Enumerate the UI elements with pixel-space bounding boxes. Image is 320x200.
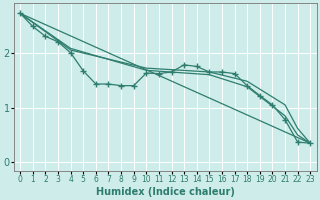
X-axis label: Humidex (Indice chaleur): Humidex (Indice chaleur) (96, 187, 235, 197)
